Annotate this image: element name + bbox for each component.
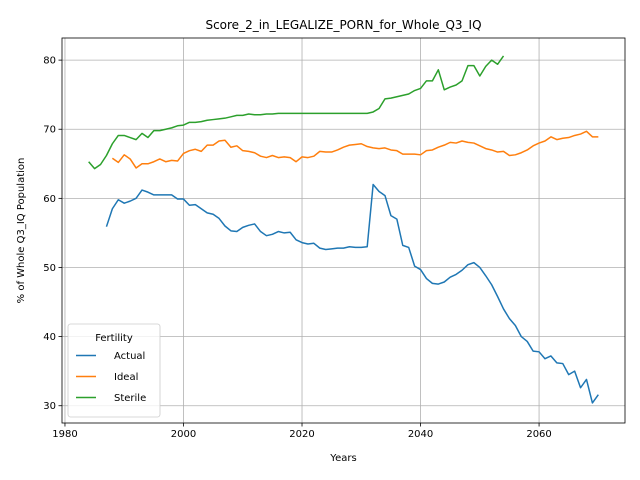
legend-label-actual: Actual — [114, 351, 145, 362]
x-tick-label: 2000 — [171, 429, 196, 440]
x-tick-label: 2040 — [408, 429, 433, 440]
chart-title: Score_2_in_LEGALIZE_PORN_for_Whole_Q3_IQ — [205, 18, 481, 32]
grid-lines — [62, 38, 625, 423]
y-tick-label: 50 — [43, 263, 56, 274]
legend-box — [67, 323, 161, 418]
plot-frame — [61, 37, 626, 424]
y-tick-label: 80 — [43, 56, 56, 67]
axis-ticks: 1980 2000 2020 2040 2060 30 40 50 60 70 80 — [43, 56, 552, 440]
y-axis-label: % of Whole Q3_IQ Population — [16, 158, 27, 304]
x-tick-label: 1980 — [52, 429, 77, 440]
legend-label-ideal: Ideal — [114, 372, 138, 383]
x-axis-label: Years — [329, 453, 356, 464]
legend-label-sterile: Sterile — [114, 393, 146, 404]
series-lines — [88, 55, 599, 404]
x-tick-label: 2060 — [526, 429, 551, 440]
x-tick-label: 2020 — [289, 429, 314, 440]
series-line-sterile — [88, 55, 505, 170]
y-tick-label: 40 — [43, 332, 56, 343]
legend-title: Fertility — [95, 333, 133, 344]
y-tick-label: 30 — [43, 401, 56, 412]
series-line-actual — [105, 183, 599, 404]
series-line-ideal — [111, 130, 599, 169]
y-tick-label: 70 — [43, 125, 56, 136]
y-tick-label: 60 — [43, 194, 56, 205]
legend: Fertility Actual Ideal Sterile — [67, 323, 161, 418]
